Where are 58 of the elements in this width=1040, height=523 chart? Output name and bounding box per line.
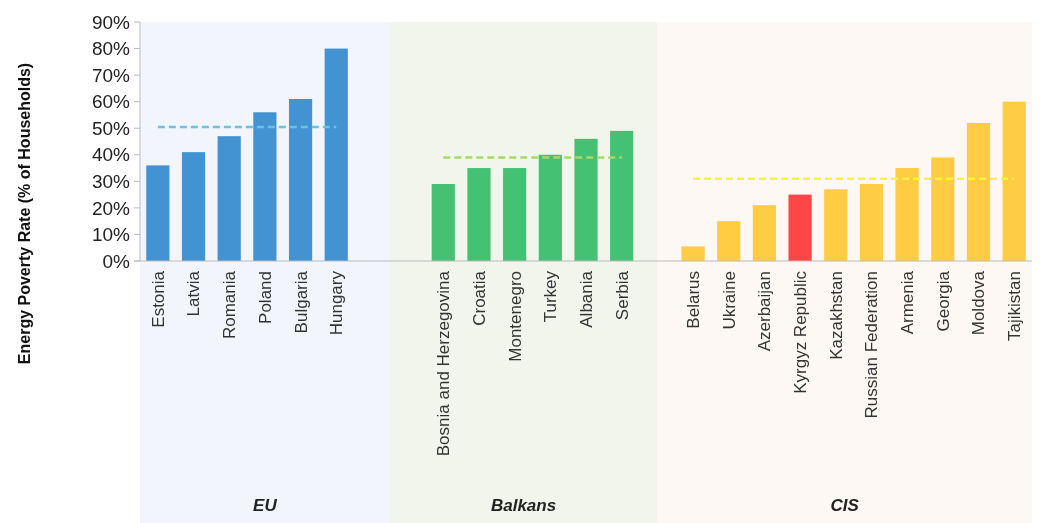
- x-tick-label: Tajikistan: [1005, 271, 1025, 341]
- x-tick-label: Latvia: [184, 270, 204, 317]
- bar: [931, 157, 955, 261]
- bar: [574, 138, 598, 261]
- x-tick-label: Turkey: [541, 270, 561, 323]
- bar: [1002, 101, 1026, 261]
- bar: [324, 48, 348, 261]
- x-tick-label: Poland: [255, 271, 275, 324]
- y-tick-label: 70%: [91, 64, 131, 86]
- bar: [431, 183, 455, 261]
- x-tick-label: Azerbaijan: [755, 271, 775, 352]
- x-tick-label: Kyrgyz Republic: [791, 270, 811, 394]
- x-tick-label: Serbia: [612, 270, 632, 321]
- x-tick-label: Ukraine: [719, 271, 739, 330]
- x-tick-label: Bulgaria: [291, 270, 311, 334]
- x-tick-label: Russian Federation: [862, 271, 882, 419]
- x-tick-label: Croatia: [469, 270, 489, 326]
- y-tick-label: 40%: [91, 144, 131, 166]
- bar: [966, 122, 991, 261]
- x-tick-label: Belarus: [683, 271, 703, 329]
- bar: [752, 205, 776, 261]
- bar: [288, 99, 313, 261]
- bar: [610, 130, 634, 261]
- y-tick-label: 30%: [91, 170, 131, 192]
- y-tick-label: 60%: [91, 91, 131, 113]
- x-tick-label: Moldova: [969, 270, 989, 336]
- bar: [895, 168, 919, 261]
- x-tick-label: Georgia: [933, 270, 953, 332]
- text: Balkans: [490, 496, 557, 515]
- x-tick-label: Armenia: [898, 270, 918, 335]
- bar: [146, 165, 170, 261]
- bar: [217, 136, 241, 261]
- x-tick-label: Bosnia and Herzegovina: [434, 270, 454, 457]
- bar: [681, 246, 705, 261]
- bar: [717, 221, 741, 261]
- bar: [503, 168, 527, 261]
- x-tick-label: Montenegro: [505, 271, 525, 362]
- bar: [824, 189, 848, 261]
- bar: [181, 152, 206, 261]
- x-tick-label: Romania: [220, 270, 240, 340]
- x-tick-label: Albania: [576, 270, 596, 328]
- y-tick-label: 90%: [91, 11, 131, 33]
- bar: [788, 194, 812, 261]
- y-tick-label: 0%: [102, 250, 131, 272]
- y-tick-label: 20%: [91, 197, 131, 219]
- y-tick-label: 80%: [91, 38, 131, 60]
- x-tick-label: Kazakhstan: [826, 271, 846, 360]
- bar: [467, 168, 491, 261]
- bar: [538, 154, 562, 261]
- x-tick-label: Hungary: [327, 270, 347, 336]
- y-axis-title: Energy Poverty Rate (% of Households): [16, 62, 33, 365]
- text: EU: [253, 496, 278, 515]
- y-tick-label: 50%: [91, 117, 131, 139]
- y-tick-label: 10%: [91, 224, 131, 246]
- x-tick-label: Estonia: [148, 270, 168, 328]
- bar: [253, 112, 277, 261]
- text: CIS: [830, 496, 860, 515]
- bar: [859, 183, 884, 261]
